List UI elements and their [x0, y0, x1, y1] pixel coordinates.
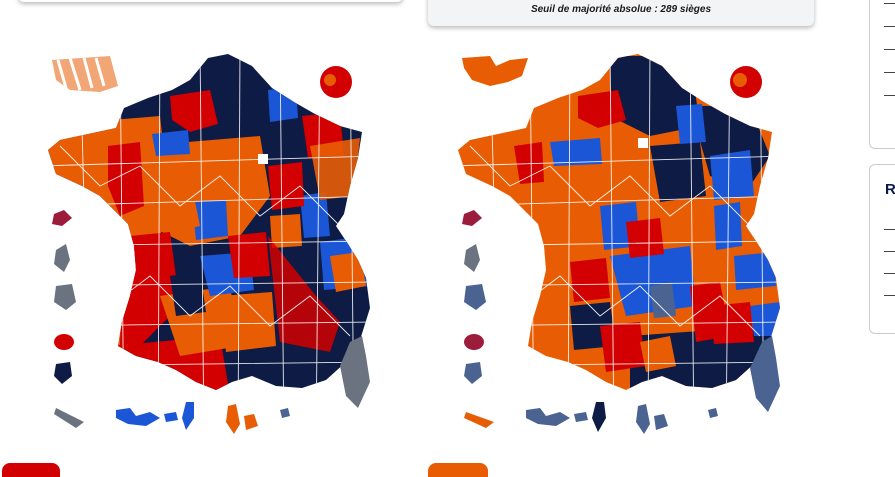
sidebar-section-title: R [885, 181, 895, 198]
results-card-left [18, 0, 403, 2]
majority-threshold-label: Seuil de majorité absolue : 289 sièges [530, 4, 712, 15]
corsica-left [340, 336, 370, 408]
overseas-left [52, 210, 76, 384]
mainland-left [48, 54, 370, 390]
sidebar-panel-top [869, 0, 895, 149]
sidebar-panel-bottom: R [869, 164, 895, 334]
overseas-bottom-left [54, 402, 290, 434]
overseas-right [462, 210, 486, 384]
france-map-right[interactable] [450, 46, 785, 441]
france-map-left[interactable] [40, 46, 375, 441]
corsica-right [750, 336, 780, 412]
overseas-bottom-right [464, 402, 718, 434]
inset-right-right-map [730, 66, 762, 98]
party-tab-left[interactable] [2, 463, 60, 477]
paris-inset-left [52, 56, 118, 92]
results-card-right: Seuil de majorité absolue : 289 sièges [428, 0, 814, 26]
mainland-right [458, 54, 780, 390]
paris-inset-right [462, 56, 528, 86]
party-tab-right[interactable] [428, 463, 488, 477]
inset-right-left-map [320, 66, 352, 98]
